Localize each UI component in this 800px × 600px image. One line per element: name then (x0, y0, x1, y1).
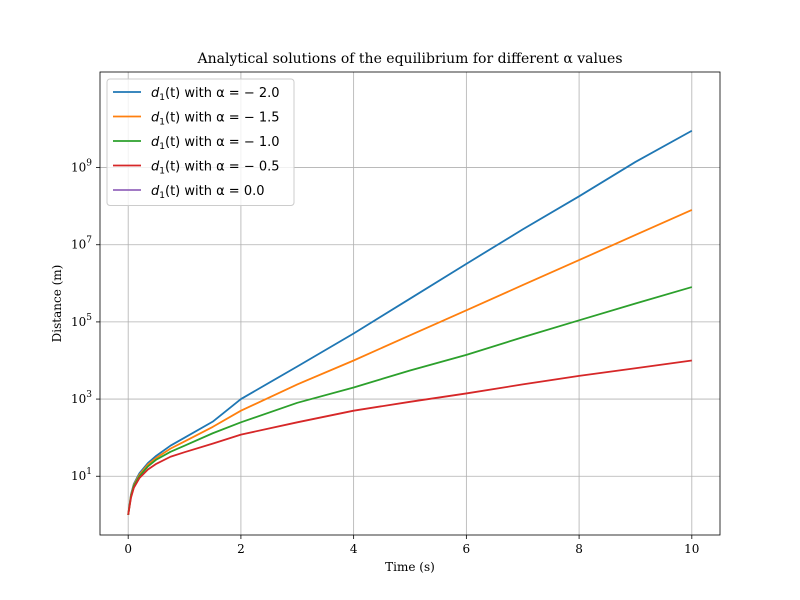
grid (100, 72, 720, 535)
x-tick-label: 10 (684, 542, 699, 556)
legend-entry-label: d1(t) with α = 0.0 (151, 184, 265, 201)
x-tick-label: 0 (124, 542, 132, 556)
legend-entry-label: d1(t) with α = − 1.5 (151, 111, 280, 128)
y-tick-label: 107 (71, 236, 92, 252)
legend-entry-label: d1(t) with α = − 0.5 (151, 160, 280, 177)
legend-entry-label: d1(t) with α = − 2.0 (151, 86, 280, 103)
chart-title: Analytical solutions of the equilibrium … (197, 51, 623, 67)
y-tick-label: 105 (71, 313, 92, 329)
legend-entry-label: d1(t) with α = − 1.0 (151, 135, 280, 152)
y-axis-label: Distance (m) (50, 265, 64, 343)
y-tick-label: 101 (71, 467, 92, 483)
x-tick-label: 6 (463, 542, 471, 556)
x-axis-label: Time (s) (385, 560, 435, 574)
y-tick-label: 109 (71, 159, 92, 175)
legend: d1(t) with α = − 2.0 d1(t) with α = − 1.5… (106, 78, 295, 206)
y-tick-label: 103 (71, 390, 92, 406)
x-axis: 0 2 4 6 8 10 (124, 535, 699, 556)
y-axis: 101 103 105 107 109 (71, 159, 100, 483)
legend-box (106, 78, 295, 206)
x-tick-label: 2 (237, 542, 245, 556)
x-tick-label: 4 (350, 542, 358, 556)
series-line-alpha--0_5 (127, 359, 692, 515)
plot-area-frame (99, 71, 721, 536)
series-layer (127, 129, 693, 515)
x-tick-label: 8 (575, 542, 583, 556)
